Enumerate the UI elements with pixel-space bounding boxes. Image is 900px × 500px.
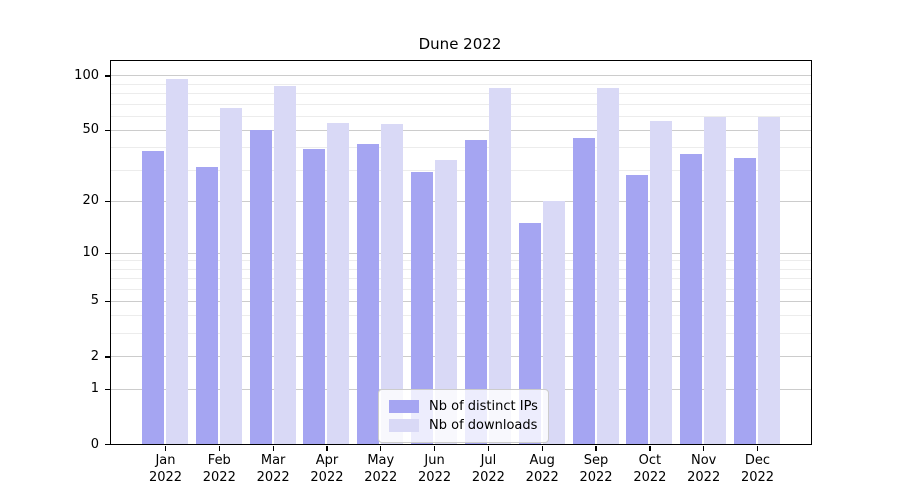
bar-distinct-ips [411, 172, 434, 444]
bar-downloads [381, 123, 404, 444]
y-tick-mark [105, 252, 110, 254]
x-tick-label: Nov 2022 [687, 453, 721, 485]
x-tick-mark [433, 446, 436, 451]
x-tick-mark [164, 446, 167, 451]
x-tick-label: Oct 2022 [633, 453, 667, 485]
legend-label-downloads: Nb of downloads [429, 418, 538, 433]
x-tick-label: Jul 2022 [471, 453, 505, 485]
x-tick-label: May 2022 [364, 453, 398, 485]
major-gridline [111, 356, 811, 358]
major-gridline [111, 129, 811, 131]
bar-distinct-ips [249, 130, 272, 444]
legend-swatch-distinct-ips [389, 400, 419, 413]
minor-gridline [111, 93, 811, 95]
y-tick-label: 1 [90, 381, 99, 397]
y-tick-label: 50 [82, 122, 99, 138]
x-tick-mark [756, 446, 759, 451]
minor-gridline [111, 260, 811, 262]
x-tick-label: Feb 2022 [202, 453, 236, 485]
y-tick-label: 10 [82, 245, 99, 260]
x-tick-mark [649, 446, 651, 451]
major-gridline [111, 300, 811, 302]
y-tick-label: 100 [74, 67, 99, 83]
bar-distinct-ips [195, 167, 218, 444]
x-tick-mark [703, 446, 705, 451]
bar-downloads [596, 88, 619, 444]
bar-distinct-ips [518, 222, 541, 444]
bar-distinct-ips [626, 175, 649, 444]
minor-gridline [111, 115, 811, 117]
bar-downloads [219, 108, 242, 444]
y-tick-label: 20 [82, 193, 99, 209]
minor-gridline [111, 169, 811, 171]
x-tick-mark [595, 446, 597, 451]
x-tick-label: Dec 2022 [740, 453, 775, 485]
minor-gridline [111, 315, 811, 317]
y-tick-mark [105, 388, 110, 390]
x-tick-mark [326, 446, 328, 451]
major-gridline [111, 75, 811, 77]
legend-swatch-downloads [389, 419, 419, 432]
bar-distinct-ips [357, 143, 380, 444]
bar-distinct-ips [464, 140, 487, 444]
y-tick-mark [105, 75, 110, 77]
bar-distinct-ips [142, 151, 164, 444]
y-tick-mark [105, 129, 110, 132]
minor-gridline [111, 268, 811, 270]
y-tick-mark [105, 300, 110, 303]
minor-gridline [111, 103, 811, 105]
bar-downloads [488, 88, 511, 444]
y-tick-mark [105, 200, 110, 203]
legend-item-downloads: Nb of downloads [389, 418, 538, 433]
x-tick-label: Jan 2022 [148, 453, 183, 485]
x-tick-mark [487, 446, 490, 451]
bar-distinct-ips [680, 153, 703, 444]
x-tick-label: Jun 2022 [418, 453, 452, 485]
legend-item-distinct-ips: Nb of distinct IPs [389, 399, 538, 414]
minor-gridline [111, 277, 811, 279]
x-tick-mark [218, 446, 220, 451]
bar-downloads [166, 79, 188, 444]
chart-title: Dune 2022 [418, 35, 502, 53]
minor-gridline [111, 333, 811, 335]
bar-downloads [273, 86, 296, 444]
x-tick-mark [541, 446, 543, 451]
bar-downloads [435, 160, 458, 444]
minor-gridline [111, 83, 811, 85]
bar-distinct-ips [572, 138, 595, 444]
minor-gridline [111, 147, 811, 149]
bar-downloads [542, 200, 565, 444]
x-tick-label: Mar 2022 [256, 453, 290, 485]
major-gridline [111, 252, 811, 254]
x-tick-mark [380, 446, 382, 451]
bar-downloads [650, 121, 673, 444]
bar-distinct-ips [303, 149, 326, 444]
bar-distinct-ips [734, 157, 756, 444]
y-tick-mark [105, 356, 110, 358]
plot-area [110, 60, 812, 445]
legend-label-distinct-ips: Nb of distinct IPs [429, 399, 538, 414]
legend: Nb of distinct IPs Nb of downloads [378, 389, 549, 443]
minor-gridline [111, 288, 811, 290]
bar-downloads [327, 122, 350, 444]
bar-downloads [704, 117, 727, 444]
y-tick-label: 2 [90, 348, 99, 364]
y-tick-label: 0 [90, 436, 99, 452]
x-tick-label: Sep 2022 [579, 453, 613, 485]
x-tick-mark [272, 446, 274, 451]
bar-downloads [758, 117, 780, 444]
y-tick-mark [105, 444, 110, 446]
x-tick-label: Aug 2022 [525, 453, 559, 485]
x-tick-label: Apr 2022 [310, 453, 344, 485]
major-gridline [111, 200, 811, 202]
y-tick-label: 5 [90, 293, 99, 309]
